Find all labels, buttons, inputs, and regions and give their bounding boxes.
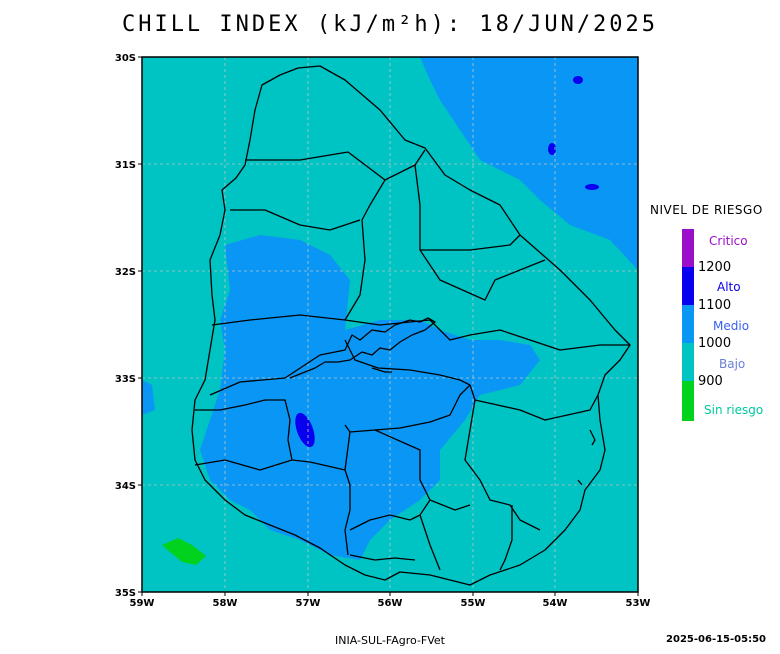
rio-negro-lake [289,317,436,379]
legend-swatch-medio [682,305,694,343]
sin-riesgo-spot [162,538,206,565]
boundary-lines [191,65,631,586]
lon-label-53w: 53W [626,598,651,609]
legend-bound-1100: 1100 [698,298,732,313]
lon-label-58w: 58W [213,598,238,609]
legend-bound-1000: 1000 [698,336,732,351]
lon-label-55w: 55W [461,598,486,609]
legend-label-critico: Critico [709,234,748,248]
legend-label-sin-riesgo: Sin riesgo [704,403,764,417]
legend-bound-900: 900 [698,374,723,389]
lat-label-32s: 32S [115,267,136,278]
legend-title: NIVEL DE RIESGO [650,203,763,217]
lon-label-56w: 56W [378,598,403,609]
footer-credit: INIA-SUL-FAgro-FVet [335,634,445,647]
grid-lines [142,57,638,592]
alto-spot-lagoon [295,412,315,448]
medio-region-northeast [420,57,638,270]
lat-label-31s: 31S [115,160,136,171]
lon-label-57w: 57W [296,598,321,609]
legend-label-alto: Alto [717,280,741,294]
lat-label-35s: 35S [115,588,136,599]
legend-swatch-alto [682,267,694,305]
lat-label-30s: 30S [115,53,136,64]
legend-swatch-sin-riesgo [682,381,694,421]
alto-spot-ne-2 [548,143,556,155]
legend-bound-1200: 1200 [698,260,732,275]
footer-timestamp: 2025-06-15-05:50 [666,634,766,645]
legend-label-bajo: Bajo [719,357,746,371]
lon-label-54w: 54W [543,598,568,609]
lat-label-33s: 33S [115,374,136,385]
legend-swatch-bajo [682,343,694,381]
lon-label-59w: 59W [130,598,155,609]
legend-label-medio: Medio [713,319,750,333]
lat-label-34s: 34S [115,481,136,492]
alto-spot-ne-1 [573,76,583,84]
medio-region-west-edge [142,380,155,415]
legend-swatch-critico [682,229,694,267]
map-title: CHILL INDEX (kJ/m²h): 18/JUN/2025 [121,12,659,37]
axis-ticks [138,56,639,596]
alto-spot-ne-3 [585,184,599,190]
country-outline [191,65,631,586]
